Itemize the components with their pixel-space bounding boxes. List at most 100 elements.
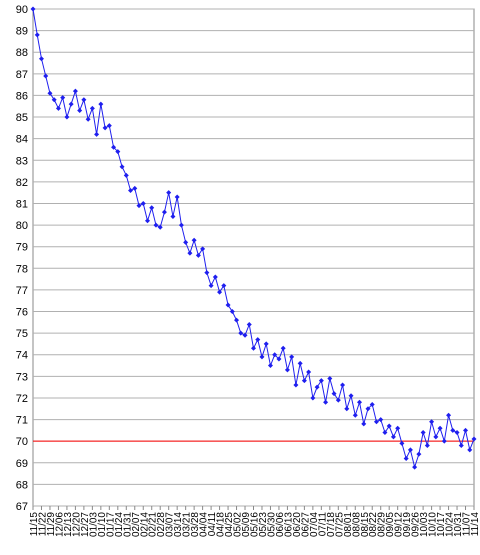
y-tick-label: 85 <box>16 112 28 124</box>
data-point <box>102 125 108 131</box>
data-point <box>161 209 167 215</box>
y-tick-label: 89 <box>16 26 28 38</box>
x-tick-label: 02/28 <box>156 512 167 537</box>
y-tick-label: 88 <box>16 47 28 59</box>
data-point <box>72 88 78 94</box>
data-point <box>174 194 180 200</box>
data-point <box>178 222 184 228</box>
y-tick-label: 80 <box>16 220 28 232</box>
x-tick-label: 04/25 <box>224 512 235 537</box>
data-point <box>149 205 155 211</box>
data-point <box>140 200 146 206</box>
y-tick-label: 84 <box>16 134 28 146</box>
x-tick-label: 11/07 <box>462 512 473 537</box>
data-point <box>191 237 197 243</box>
data-point <box>128 188 134 194</box>
data-point <box>38 56 44 62</box>
data-point <box>242 332 248 338</box>
y-tick-label: 76 <box>16 307 28 319</box>
data-point <box>369 401 375 407</box>
data-point <box>119 164 125 170</box>
data-point <box>30 6 36 12</box>
data-point <box>246 321 252 327</box>
data-point <box>301 378 307 384</box>
data-point <box>89 105 95 111</box>
data-point <box>170 213 176 219</box>
data-point <box>208 283 214 289</box>
data-point <box>123 172 129 178</box>
x-tick-label: 05/09 <box>241 512 252 537</box>
data-point <box>420 430 426 436</box>
data-point <box>94 131 100 137</box>
data-point <box>373 419 379 425</box>
data-point <box>446 412 452 418</box>
data-point <box>98 101 104 107</box>
x-tick-label: 04/18 <box>216 512 227 537</box>
data-point <box>64 114 70 120</box>
x-tick-label: 01/31 <box>122 512 133 537</box>
data-point <box>293 382 299 388</box>
data-point <box>157 224 163 230</box>
data-point <box>340 382 346 388</box>
x-tick-label: 10/24 <box>445 512 456 537</box>
data-point <box>106 123 112 129</box>
x-tick-label: 10/31 <box>453 512 464 537</box>
data-point <box>344 406 350 412</box>
data-point <box>68 101 74 107</box>
y-tick-label: 79 <box>16 242 28 254</box>
data-point <box>327 376 333 382</box>
x-tick-label: 07/18 <box>326 512 337 537</box>
y-tick-label: 90 <box>16 4 28 16</box>
x-tick-label: 11/22 <box>37 512 48 537</box>
data-point <box>200 246 206 252</box>
x-tick-label: 03/21 <box>182 512 193 537</box>
data-point <box>47 90 53 96</box>
data-point <box>60 95 66 101</box>
x-tick-label: 11/14 <box>470 512 480 537</box>
data-point <box>276 356 282 362</box>
data-point <box>450 427 456 433</box>
data-point <box>187 250 193 256</box>
y-tick-label: 73 <box>16 371 28 383</box>
data-point <box>318 378 324 384</box>
x-tick-label: 06/06 <box>275 512 286 537</box>
x-tick-label: 09/12 <box>394 512 405 537</box>
x-tick-label: 02/07 <box>131 512 142 537</box>
data-point <box>314 384 320 390</box>
data-point <box>43 73 49 79</box>
data-point <box>204 270 210 276</box>
data-point <box>365 406 371 412</box>
y-tick-label: 78 <box>16 263 28 275</box>
y-tick-label: 68 <box>16 479 28 491</box>
data-point <box>407 447 413 453</box>
x-tick-label: 10/17 <box>436 512 447 537</box>
data-point <box>441 438 447 444</box>
data-point <box>289 354 295 360</box>
data-point <box>352 412 358 418</box>
x-tick-label: 08/29 <box>377 512 388 537</box>
x-tick-label: 07/11 <box>317 512 328 537</box>
data-point <box>263 341 269 347</box>
data-point <box>280 345 286 351</box>
data-point <box>306 369 312 375</box>
data-point <box>416 451 422 457</box>
data-point <box>55 105 61 111</box>
data-point <box>85 116 91 122</box>
y-tick-label: 87 <box>16 69 28 81</box>
data-point <box>433 434 439 440</box>
data-point <box>144 218 150 224</box>
x-tick-label: 07/04 <box>309 512 320 537</box>
x-tick-label: 06/27 <box>300 512 311 537</box>
data-point <box>310 395 316 401</box>
data-point <box>221 283 227 289</box>
data-point <box>259 354 265 360</box>
x-tick-label: 01/03 <box>88 512 99 537</box>
data-point <box>297 360 303 366</box>
data-point <box>390 434 396 440</box>
x-tick-label: 08/15 <box>360 512 371 537</box>
data-point <box>399 440 405 446</box>
x-tick-label: 02/14 <box>139 512 150 537</box>
y-tick-label: 77 <box>16 285 28 297</box>
data-point <box>77 108 83 114</box>
